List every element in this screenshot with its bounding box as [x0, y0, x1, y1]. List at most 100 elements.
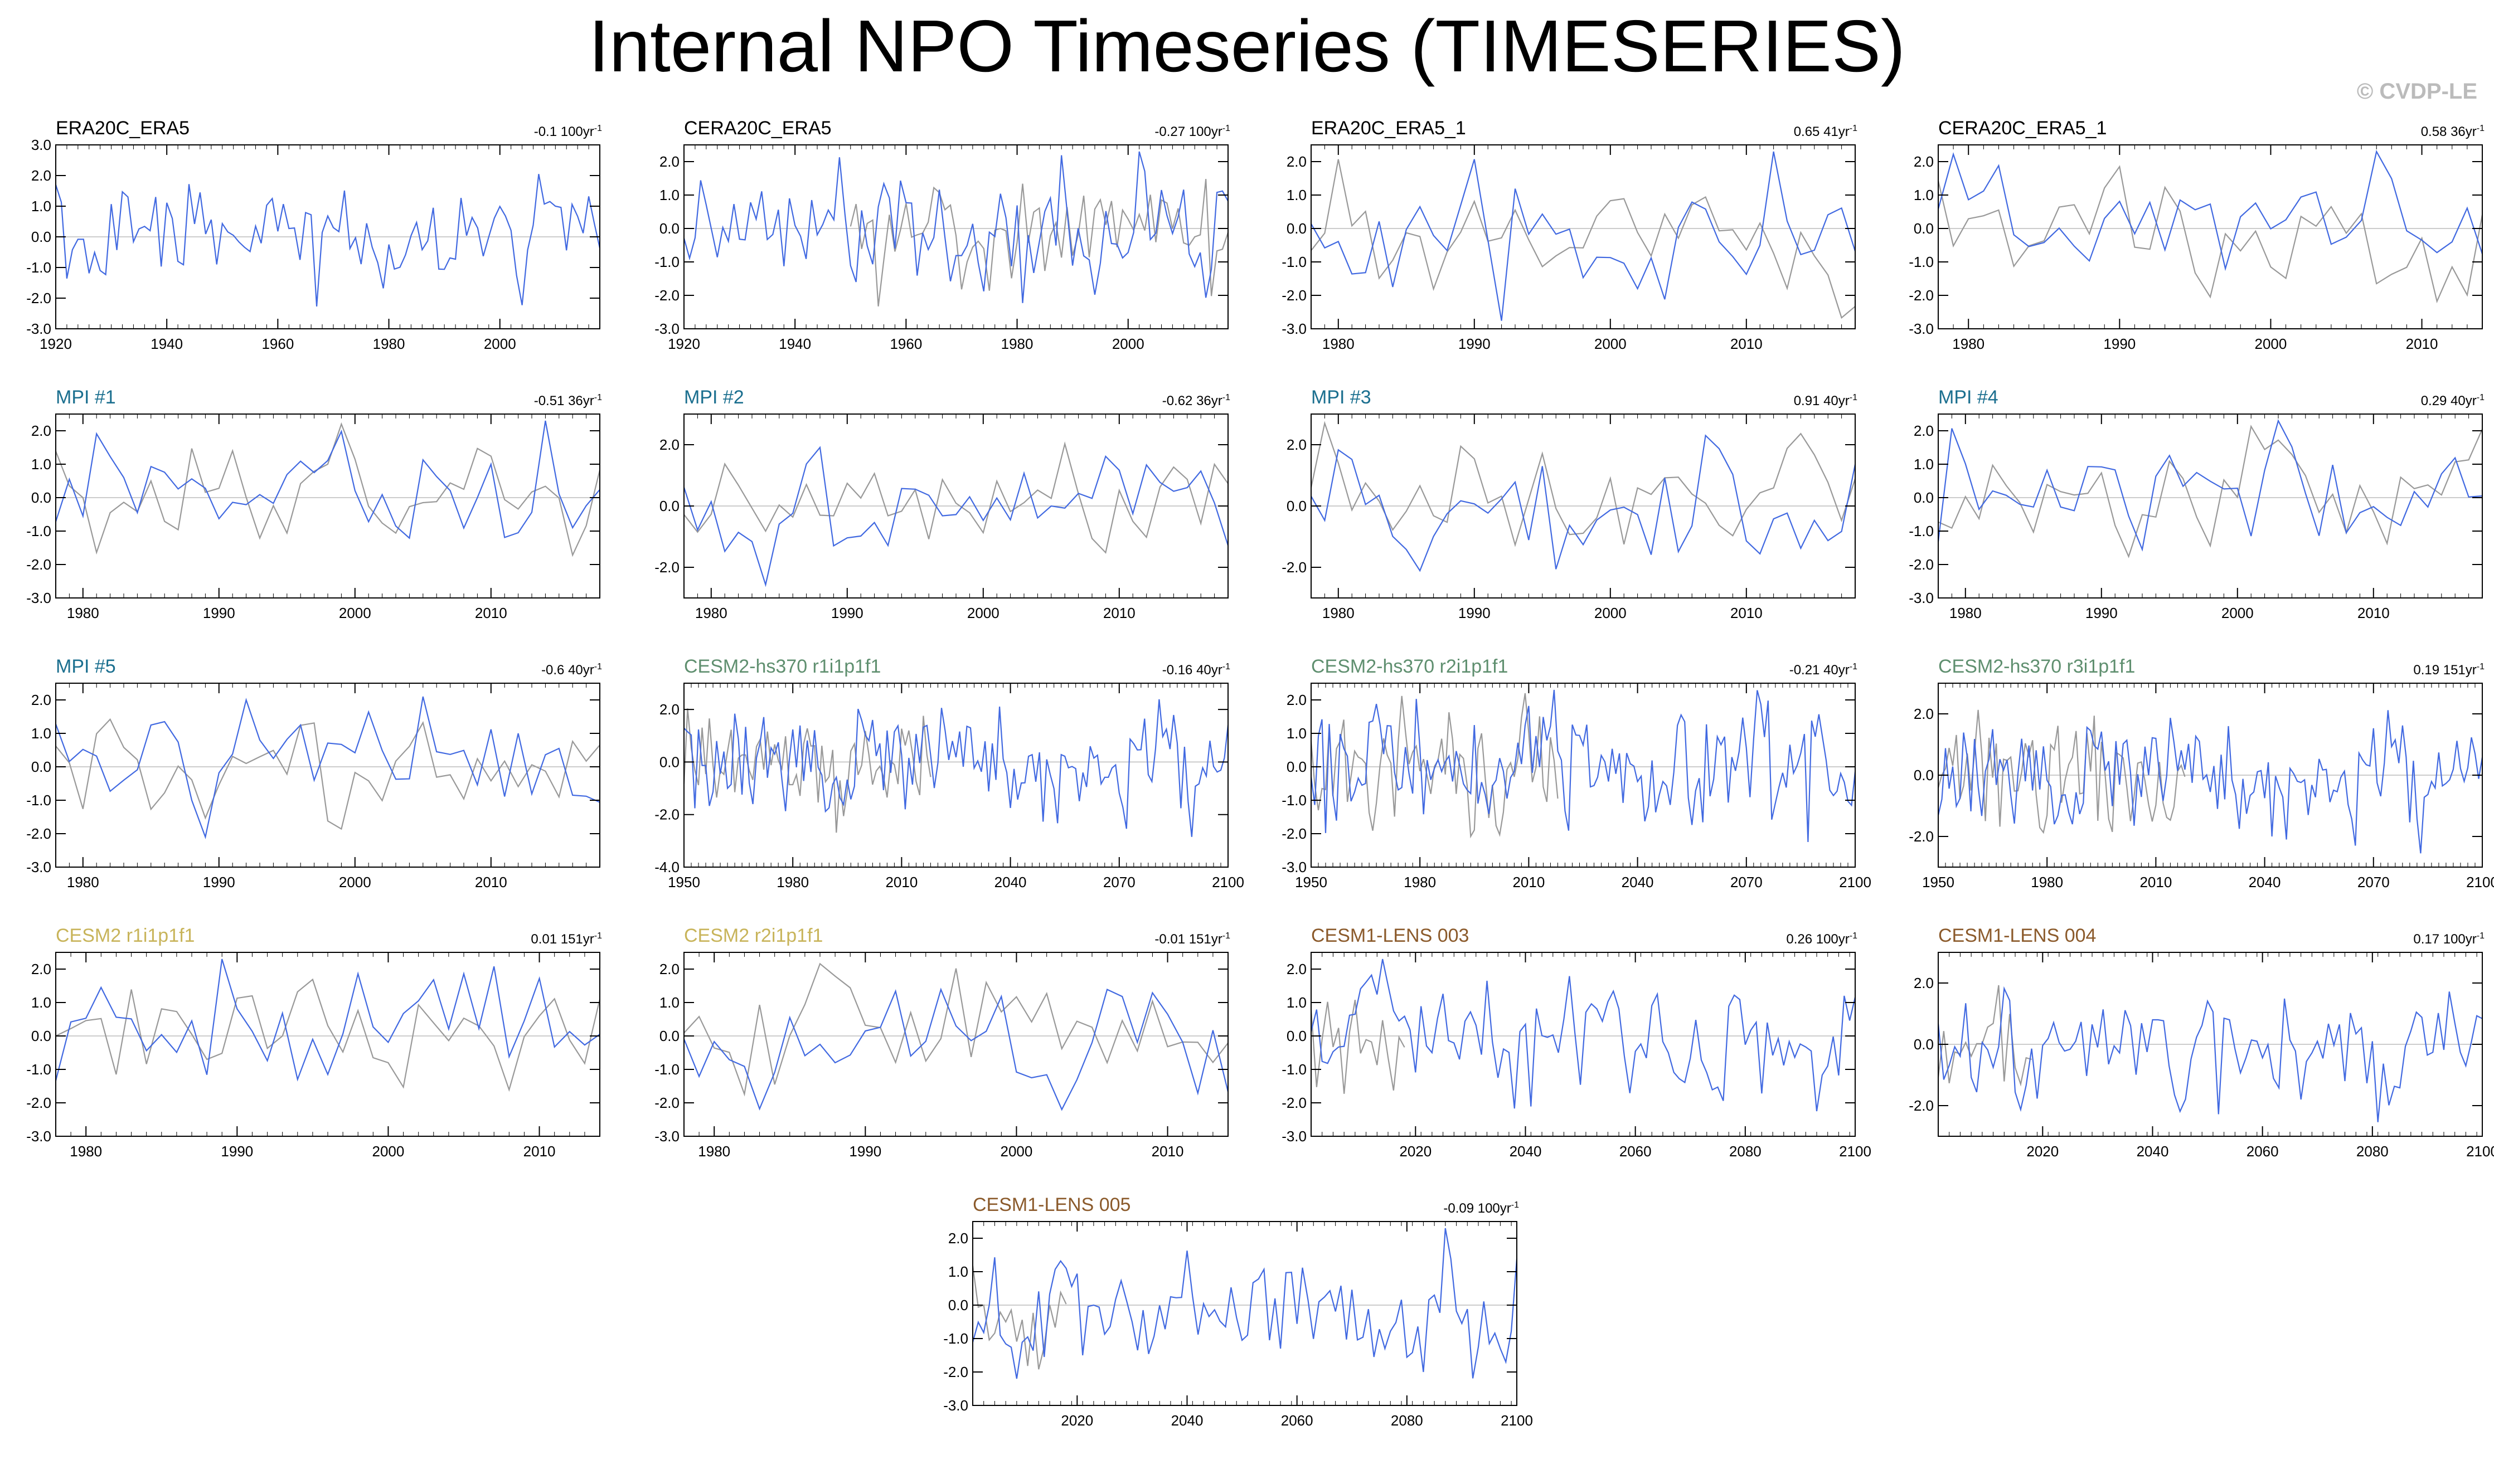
- trend-value: -0.09 100yr: [1443, 1201, 1511, 1216]
- chart-panel: MPI #5 -0.6 40yr-1 1980 1990 2000 2010 2.0 1.0 0…: [11, 655, 602, 923]
- trend-value: 0.29 40yr: [2420, 393, 2477, 408]
- model-series-line: [55, 420, 600, 539]
- chart-panel: ERA20C_ERA5 -0.1 100yr-1 1920 1940 1960 1980 2…: [11, 117, 602, 385]
- y-tick-label: -2.0: [654, 806, 680, 823]
- obs-series-line: [55, 422, 601, 557]
- y-tick-label: -1.0: [1282, 792, 1307, 809]
- y-tick-label: 2.0: [31, 692, 51, 708]
- x-tick-label: 2000: [372, 1143, 405, 1160]
- y-tick-label: 0.0: [1914, 767, 1934, 784]
- obs-series-line: [1938, 425, 2483, 558]
- model-series-line: [683, 699, 1229, 837]
- y-tick-label: -3.0: [1282, 1128, 1307, 1145]
- y-tick-label: -1.0: [654, 1061, 680, 1078]
- chart-panel: MPI #3 0.91 40yr-1 1980 1990 2000 2010 2.0 0.0 -…: [1267, 386, 1857, 654]
- chart-panel: MPI #2 -0.62 36yr-1 1980 1990 2000 2010 2.0 0.0…: [639, 386, 1230, 654]
- y-tick-label: -3.0: [1282, 859, 1307, 875]
- y-tick-label: 0.0: [31, 1028, 51, 1044]
- trend-exponent: -1: [594, 931, 602, 941]
- trend-exponent: -1: [1849, 124, 1857, 133]
- y-tick-label: 0.0: [1914, 220, 1934, 237]
- chart-panel: CERA20C_ERA5 -0.27 100yr-1 1920 1940 1960 198…: [639, 117, 1230, 385]
- plot-frame: [1938, 144, 2483, 329]
- trend-value: 0.65 41yr: [1793, 124, 1850, 139]
- panel-title: CESM2 r2i1p1f1: [684, 925, 823, 946]
- timeseries-chart: 1920 1940 1960 1980 2000 3.0 2.0 1.0 0.0 -1.0 -2.0…: [26, 137, 601, 352]
- plot-frame: [1938, 413, 2483, 599]
- x-tick-label: 2100: [2466, 874, 2494, 891]
- y-tick-label: -2.0: [26, 290, 51, 306]
- y-tick-label: 0.0: [1287, 1028, 1307, 1044]
- trend-value: 0.19 151yr: [2413, 663, 2477, 678]
- chart-panel: ERA20C_ERA5_1 0.65 41yr-1 1980 1990 2000 2010…: [1267, 117, 1857, 385]
- chart-panel: CESM2-hs370 r1i1p1f1 -0.16 40yr-1 1950 1980…: [639, 655, 1244, 923]
- x-tick-label: 2020: [1399, 1143, 1432, 1160]
- trend-value: -0.51 36yr: [533, 393, 594, 408]
- panel-trend: -0.6 40yr-1: [541, 659, 602, 679]
- y-tick-label: -2.0: [26, 1094, 51, 1111]
- chart-panel: CESM2 r2i1p1f1 -0.01 151yr-1 1980 1990 2000 2…: [639, 925, 1230, 1192]
- y-tick-label: 2.0: [1287, 153, 1307, 170]
- trend-value: -0.21 40yr: [1789, 663, 1850, 678]
- panel-trend: 0.65 41yr-1: [1794, 120, 1857, 140]
- timeseries-chart: 1950 1980 2010 2040 2070 2100 2.0 0.0 -2.0 -4.0: [654, 683, 1244, 891]
- y-tick-label: 0.0: [1287, 220, 1307, 237]
- panel-title: MPI #1: [56, 387, 116, 408]
- obs-series-line: [1937, 985, 2032, 1087]
- x-tick-label: 2080: [1729, 1143, 1762, 1160]
- panel-title: CESM2-hs370 r1i1p1f1: [684, 656, 881, 677]
- timeseries-chart: 2020 2040 2060 2080 2100 2.0 1.0 0.0 -1.0 -2.0 -3.…: [1282, 952, 1871, 1160]
- x-tick-label: 2000: [1594, 335, 1627, 352]
- panel-trend: -0.1 100yr-1: [534, 120, 602, 140]
- x-tick-label: 1980: [1949, 605, 1982, 621]
- panel-title: CESM1-LENS 005: [973, 1194, 1131, 1215]
- x-tick-label: 1960: [261, 335, 294, 352]
- x-tick-label: 2000: [339, 605, 371, 621]
- y-tick-label: -3.0: [654, 320, 680, 337]
- x-tick-label: 2010: [1152, 1143, 1184, 1160]
- x-tick-label: 2070: [1730, 874, 1763, 891]
- panel-title: MPI #3: [1311, 387, 1371, 408]
- y-tick-label: -3.0: [654, 1128, 680, 1145]
- y-tick-label: 2.0: [31, 961, 51, 977]
- trend-value: -0.1 100yr: [533, 124, 594, 139]
- chart-panel: CESM2-hs370 r2i1p1f1 -0.21 40yr-1 1950 1980…: [1267, 655, 1871, 923]
- y-tick-label: -2.0: [1909, 287, 1934, 304]
- obs-series-line: [683, 441, 1229, 554]
- x-tick-label: 1980: [2031, 874, 2063, 891]
- chart-panel: CESM1-LENS 005 -0.09 100yr-1 2020 2040 2060 2…: [928, 1194, 1533, 1461]
- plot-frame: [972, 1221, 1517, 1406]
- x-tick-label: 2080: [1391, 1412, 1423, 1429]
- panel-trend: 0.58 36yr-1: [2421, 120, 2485, 140]
- x-tick-label: 1990: [2103, 335, 2136, 352]
- x-tick-label: 2010: [2406, 335, 2438, 352]
- x-tick-label: 2000: [1001, 1143, 1033, 1160]
- y-tick-label: 0.0: [948, 1297, 968, 1313]
- x-tick-label: 2070: [1103, 874, 1136, 891]
- y-tick-label: 2.0: [659, 961, 680, 977]
- x-tick-label: 2040: [2249, 874, 2281, 891]
- panel-trend: 0.01 151yr-1: [531, 928, 602, 948]
- x-tick-label: 2020: [2026, 1143, 2059, 1160]
- panel-title: MPI #4: [1938, 387, 1998, 408]
- x-tick-label: 1990: [831, 605, 863, 621]
- trend-exponent: -1: [1849, 662, 1857, 672]
- y-tick-label: -2.0: [1282, 1094, 1307, 1111]
- model-series-line: [683, 446, 1229, 587]
- timeseries-chart: 2020 2040 2060 2080 2100 2.0 1.0 0.0 -1.0 -2.0 -3.…: [943, 1221, 1533, 1429]
- y-tick-label: 1.0: [659, 187, 680, 203]
- y-tick-label: -2.0: [26, 825, 51, 842]
- panel-title: CERA20C_ERA5_1: [1938, 118, 2107, 139]
- panel-trend: -0.16 40yr-1: [1162, 659, 1230, 679]
- panel-trend: 0.29 40yr-1: [2421, 390, 2485, 410]
- trend-value: -0.6 40yr: [541, 663, 594, 678]
- obs-series-line: [1310, 421, 1856, 547]
- x-tick-label: 2000: [1594, 605, 1627, 621]
- y-tick-label: -4.0: [654, 859, 680, 875]
- y-tick-label: 1.0: [1287, 994, 1307, 1011]
- y-tick-label: 1.0: [1914, 187, 1934, 203]
- y-tick-label: 2.0: [1287, 961, 1307, 977]
- timeseries-chart: 1980 1990 2000 2010 2.0 0.0 -2.0: [654, 413, 1229, 621]
- model-series-line: [1937, 149, 2483, 271]
- y-tick-label: -3.0: [26, 320, 51, 337]
